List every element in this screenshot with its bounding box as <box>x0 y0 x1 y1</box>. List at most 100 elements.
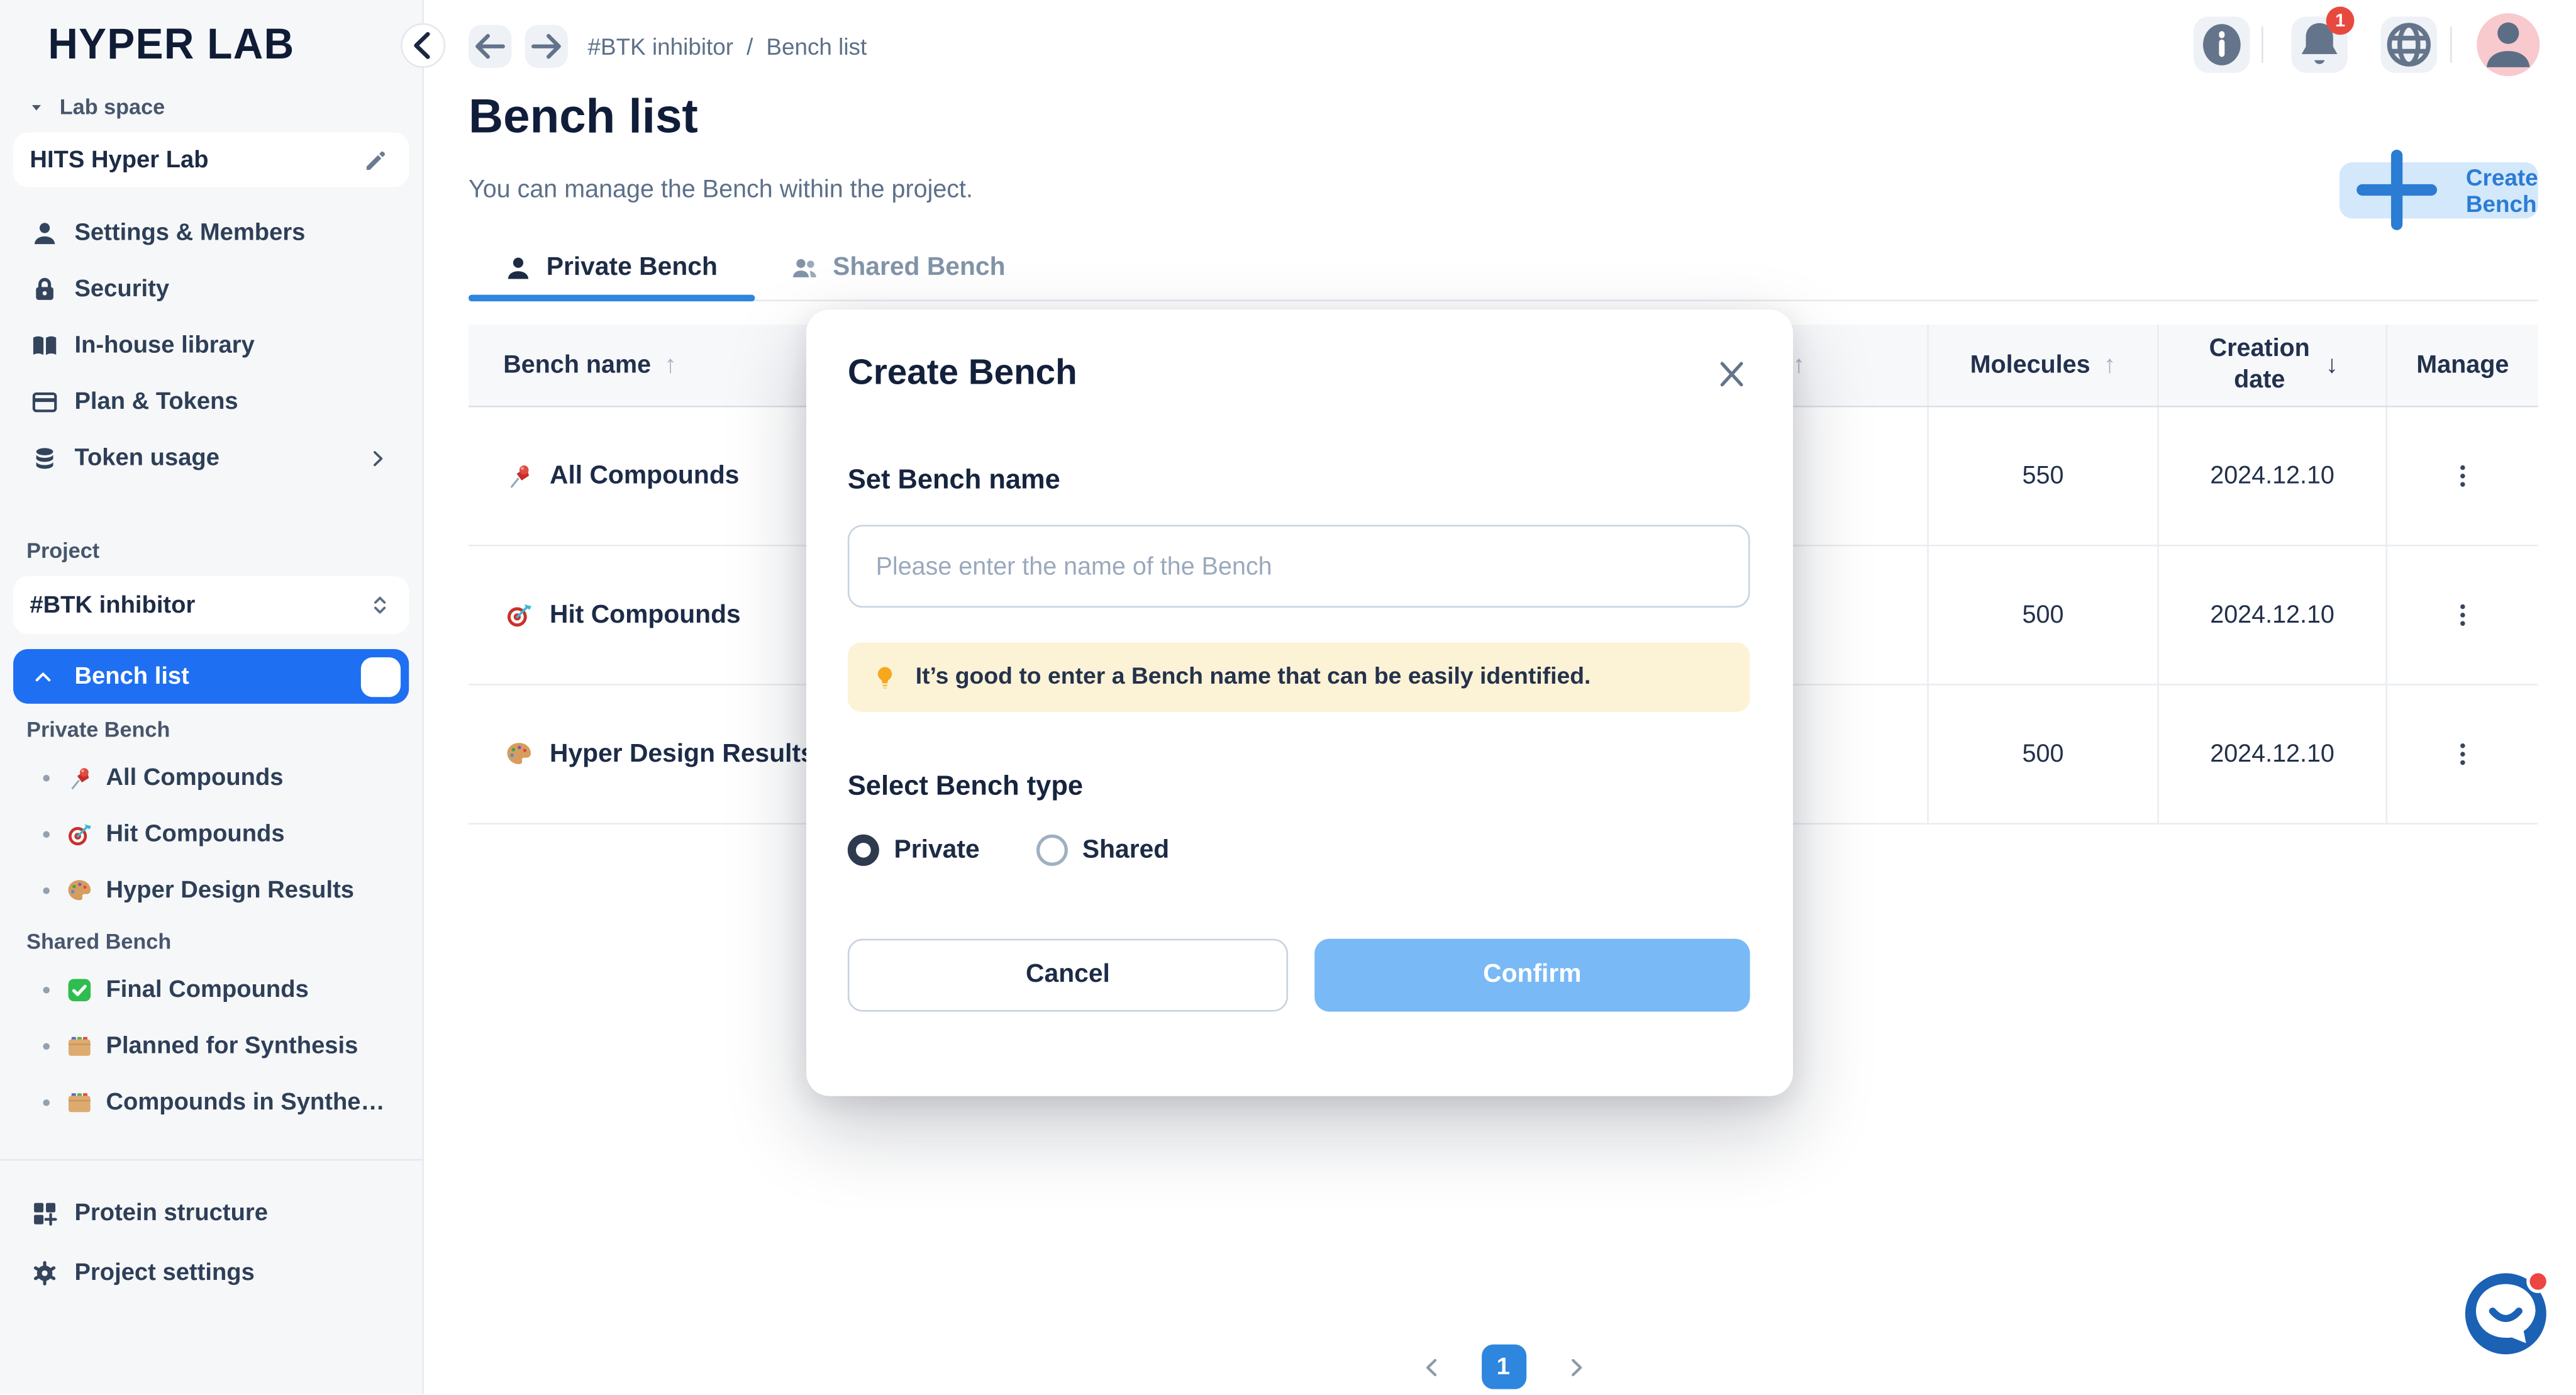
sidebar-item-inhouse-library[interactable]: In-house library <box>13 318 409 374</box>
notification-badge: 1 <box>2326 6 2355 35</box>
topbar-divider <box>2450 26 2452 64</box>
avatar[interactable] <box>2477 13 2540 77</box>
sidebar-item-label: Plan & Tokens <box>74 389 238 416</box>
sort-asc-icon[interactable]: ↑ <box>2103 351 2116 379</box>
sort-asc-icon[interactable]: ↑ <box>664 351 677 379</box>
sidebar-collapse-button[interactable] <box>401 23 446 68</box>
manage-cell <box>2385 685 2538 823</box>
edit-pencil-icon[interactable] <box>363 147 389 173</box>
bench-item-label: Planned for Synthesis <box>106 1033 358 1060</box>
radio-shared[interactable]: Shared <box>1036 834 1169 866</box>
info-icon <box>2194 16 2250 73</box>
tab-label: Private Bench <box>546 253 718 282</box>
sidebar-item-hit-compounds[interactable]: Hit Compounds <box>0 809 422 859</box>
info-button[interactable] <box>2194 16 2250 73</box>
language-button[interactable] <box>2380 16 2438 73</box>
create-bench-modal: Create Bench Set Bench name It’s good to… <box>806 309 1793 1096</box>
bench-name-cell[interactable]: All Compounds <box>469 408 1656 545</box>
add-bench-button[interactable] <box>360 656 401 696</box>
chevron-right-icon <box>1562 1353 1589 1380</box>
lab-space-toggle[interactable]: Lab space <box>26 94 165 119</box>
project-select-value: #BTK inhibitor <box>30 592 196 619</box>
creation-date-cell: 2024.12.10 <box>2157 546 2385 684</box>
sidebar-item-label: In-house library <box>74 333 255 360</box>
lab-space-card[interactable]: HITS Hyper Lab <box>13 132 409 187</box>
bell-icon <box>2291 16 2348 73</box>
project-select[interactable]: #BTK inhibitor <box>13 576 409 635</box>
breadcrumb-page[interactable]: Bench list <box>766 33 867 60</box>
project-section-label: Project <box>26 538 100 564</box>
sidebar-item-settings-members[interactable]: Settings & Members <box>13 205 409 262</box>
prev-page-button[interactable] <box>1418 1353 1445 1380</box>
kebab-menu-icon[interactable] <box>2447 460 2479 492</box>
book-icon <box>30 331 59 361</box>
sidebar-item-bench-list[interactable]: Bench list <box>13 648 409 704</box>
tab-private-bench[interactable]: Private Bench <box>503 243 718 293</box>
tip-banner: It’s good to enter a Bench name that can… <box>847 642 1750 712</box>
col-bench-name[interactable]: Bench name ↑ <box>469 325 1656 406</box>
chat-unread-dot <box>2526 1270 2550 1293</box>
molecules-cell: 500 <box>1927 546 2157 684</box>
person-icon <box>2477 13 2540 76</box>
radio-selected-icon <box>847 834 879 866</box>
kebab-menu-icon[interactable] <box>2447 738 2479 770</box>
cancel-button[interactable]: Cancel <box>847 938 1289 1012</box>
col-creation-date[interactable]: Creation date ↓ <box>2157 324 2385 406</box>
confirm-button[interactable]: Confirm <box>1314 938 1750 1012</box>
molecules-cell: 500 <box>1927 685 2157 823</box>
kebab-menu-icon[interactable] <box>2447 599 2479 631</box>
tab-shared-bench[interactable]: Shared Bench <box>790 243 1006 293</box>
lock-icon <box>30 275 59 304</box>
arrow-right-icon <box>525 25 568 67</box>
create-bench-label: Create Bench <box>2465 164 2538 217</box>
close-button[interactable] <box>1712 353 1752 393</box>
chat-launcher-button[interactable] <box>2465 1270 2550 1355</box>
sidebar-item-plan-tokens[interactable]: Plan & Tokens <box>13 374 409 431</box>
sidebar-item-token-usage[interactable]: Token usage <box>13 430 409 487</box>
bench-name: Hit Compounds <box>549 600 741 629</box>
sidebar-item-label: Settings & Members <box>74 220 306 247</box>
col-manage: Manage <box>2385 324 2538 406</box>
bullet-dot-icon <box>43 986 50 994</box>
bench-name-input[interactable] <box>847 525 1750 608</box>
create-bench-button[interactable]: Create Bench <box>2339 150 2538 231</box>
modal-title: Create Bench <box>847 352 1077 392</box>
grid-plus-icon <box>30 1199 59 1228</box>
breadcrumb-project[interactable]: #BTK inhibitor <box>587 33 734 60</box>
folder-icon <box>65 1031 94 1061</box>
set-bench-name-label: Set Bench name <box>847 465 1060 496</box>
sidebar-item-security[interactable]: Security <box>13 262 409 318</box>
next-page-button[interactable] <box>1562 1353 1589 1380</box>
chevron-left-icon <box>1418 1353 1445 1380</box>
sidebar-item-protein-structure[interactable]: Protein structure <box>13 1186 409 1242</box>
plus-icon <box>2340 133 2455 248</box>
lightbulb-icon <box>871 663 899 691</box>
plus-icon <box>366 665 381 688</box>
col-molecules[interactable]: Molecules ↑ <box>1927 324 2157 406</box>
pushpin-icon <box>65 764 94 793</box>
tip-text: It’s good to enter a Bench name that can… <box>915 664 1591 691</box>
bench-name-cell[interactable]: Hyper Design Results <box>469 686 1656 823</box>
caret-down-icon <box>26 97 47 117</box>
radio-private[interactable]: Private <box>847 834 980 866</box>
sort-asc-icon[interactable]: ↑ <box>1792 351 1806 379</box>
bench-item-label: Compounds in Synthe… <box>106 1089 385 1116</box>
sort-desc-icon[interactable]: ↓ <box>2326 351 2338 379</box>
sidebar-divider <box>0 1159 423 1161</box>
close-icon <box>1712 353 1752 393</box>
sidebar-item-all-compounds[interactable]: All Compounds <box>0 753 422 803</box>
sidebar-item-project-settings[interactable]: Project settings <box>13 1245 409 1302</box>
sidebar-item-planned-for-synthesis[interactable]: Planned for Synthesis <box>0 1021 422 1071</box>
history-forward-button[interactable] <box>525 25 568 68</box>
sidebar-item-compounds-in-synthesis[interactable]: Compounds in Synthe… <box>0 1078 422 1128</box>
bullet-dot-icon <box>43 887 50 894</box>
sidebar-item-final-compounds[interactable]: Final Compounds <box>0 965 422 1015</box>
bench-name-cell[interactable]: Hit Compounds <box>469 547 1656 684</box>
history-back-button[interactable] <box>468 25 512 68</box>
page-number[interactable]: 1 <box>1480 1344 1526 1389</box>
sidebar-item-hyper-design-results[interactable]: Hyper Design Results <box>0 866 422 916</box>
bench-type-radio-group: Private Shared <box>847 834 1752 866</box>
gear-icon <box>30 1259 59 1288</box>
tabs-border <box>468 299 2538 302</box>
bench-list-label: Bench list <box>74 663 189 690</box>
